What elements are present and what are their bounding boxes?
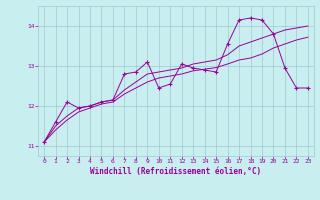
X-axis label: Windchill (Refroidissement éolien,°C): Windchill (Refroidissement éolien,°C) xyxy=(91,167,261,176)
